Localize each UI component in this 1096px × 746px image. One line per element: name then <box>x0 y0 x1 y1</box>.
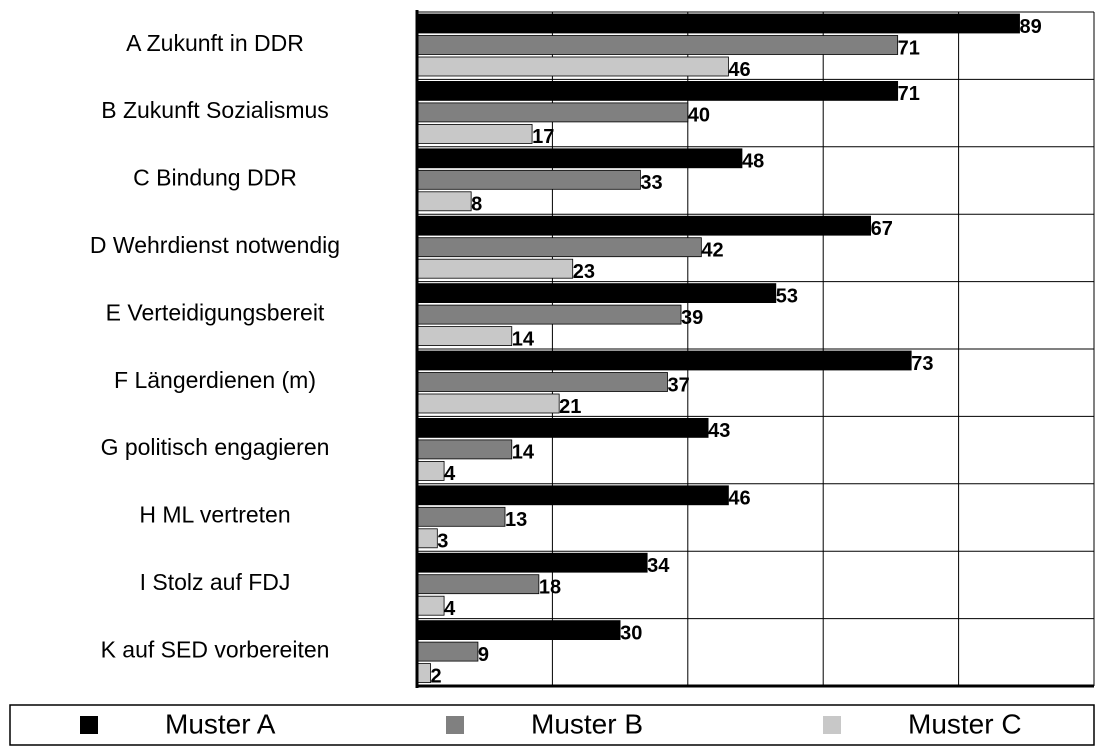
category-label: G politisch engagieren <box>101 434 330 460</box>
category-label: I Stolz auf FDJ <box>140 569 291 595</box>
bar <box>416 663 431 683</box>
bar <box>416 641 479 662</box>
legend-label: Muster C <box>908 708 1022 739</box>
value-label: 40 <box>688 105 710 127</box>
category-label: E Verteidigungsbereit <box>106 299 325 325</box>
category-label: B Zukunft Sozialismus <box>101 97 329 123</box>
bar <box>416 506 506 527</box>
category-label: F Längerdienen (m) <box>114 367 316 393</box>
value-label: 67 <box>871 218 893 240</box>
bar <box>416 35 899 55</box>
category-label: D Wehrdienst notwendig <box>90 232 340 258</box>
legend-swatch <box>80 716 98 734</box>
value-label: 14 <box>512 328 535 350</box>
bar <box>416 552 648 573</box>
value-label: 48 <box>742 151 764 173</box>
category-label: C Bindung DDR <box>133 165 297 191</box>
value-label: 21 <box>559 396 581 418</box>
value-label: 34 <box>647 555 670 577</box>
legend-label: Muster A <box>165 708 276 739</box>
bar <box>416 460 445 481</box>
bar <box>416 102 689 123</box>
legend-box <box>9 704 1095 746</box>
value-label: 46 <box>728 59 750 81</box>
bar <box>416 595 445 616</box>
category-label: A Zukunft in DDR <box>126 30 304 56</box>
bar <box>416 258 574 279</box>
value-label: 14 <box>512 442 535 464</box>
bar <box>416 169 641 190</box>
value-label: 18 <box>539 576 561 598</box>
value-label: 43 <box>708 420 730 442</box>
bar <box>416 13 1020 34</box>
bar <box>416 485 729 506</box>
value-label: 8 <box>471 194 482 216</box>
bar <box>416 326 513 347</box>
bar <box>416 620 621 640</box>
legend-label: Muster B <box>531 708 643 739</box>
value-label: 46 <box>728 488 750 510</box>
bar <box>416 237 702 258</box>
value-label: 4 <box>444 463 456 485</box>
bar <box>416 372 668 392</box>
value-label: 30 <box>620 622 642 644</box>
value-label: 89 <box>1020 16 1042 38</box>
bar <box>416 81 899 101</box>
legend-swatch <box>446 716 464 734</box>
bar <box>416 124 533 144</box>
bar <box>416 417 709 438</box>
bar <box>416 191 472 212</box>
value-label: 2 <box>431 665 442 687</box>
value-label: 13 <box>505 509 527 531</box>
value-label: 71 <box>898 83 920 105</box>
value-label: 23 <box>573 261 595 283</box>
bar <box>416 56 729 77</box>
bar <box>416 304 682 325</box>
value-label: 33 <box>640 172 662 194</box>
bar <box>416 439 513 460</box>
bar <box>416 283 777 304</box>
legend-swatch <box>823 716 841 734</box>
bar <box>416 528 438 549</box>
value-label: 3 <box>437 531 448 553</box>
value-label: 4 <box>444 598 456 620</box>
bar <box>416 574 540 595</box>
bar <box>416 148 743 169</box>
value-label: 71 <box>898 37 920 59</box>
category-label: K auf SED vorbereiten <box>101 636 330 662</box>
value-label: 39 <box>681 307 703 329</box>
value-label: 53 <box>776 285 798 307</box>
value-label: 37 <box>667 374 689 396</box>
value-label: 42 <box>701 239 723 261</box>
value-label: 9 <box>478 644 489 666</box>
bar <box>416 215 871 236</box>
category-label: H ML vertreten <box>139 502 290 528</box>
bar <box>416 393 560 414</box>
bar <box>416 350 912 371</box>
value-label: 73 <box>911 353 933 375</box>
value-label: 17 <box>532 126 554 148</box>
